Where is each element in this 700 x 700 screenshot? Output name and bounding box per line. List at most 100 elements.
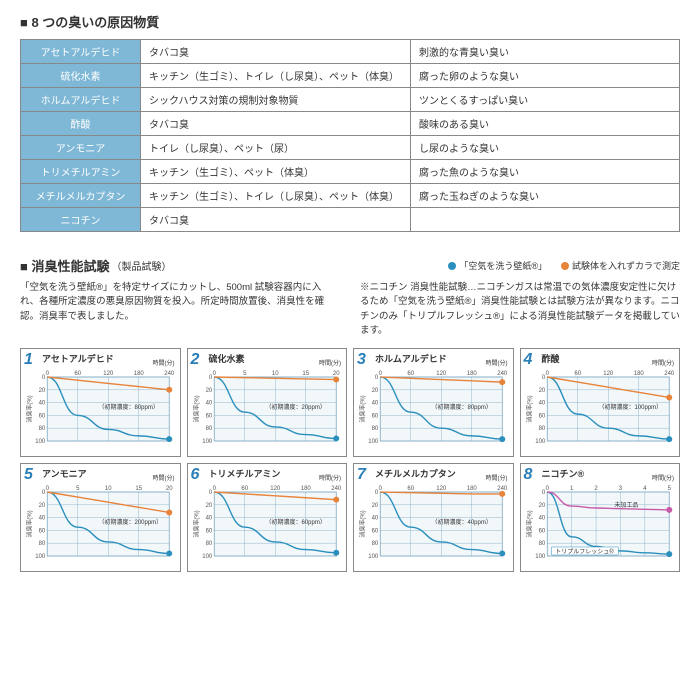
substance-smell: 腐った玉ねぎのような臭い [411, 184, 680, 208]
chart-time-label: 時間(分) [153, 358, 175, 367]
substance-smell: 腐った卵のような臭い [411, 64, 680, 88]
svg-text:0: 0 [46, 486, 50, 492]
chart-number: 2 [191, 351, 200, 369]
chart-svg: 02040608010005101520消臭率(%)（初期濃度：200ppm） [24, 482, 177, 568]
substance-smell [411, 208, 680, 232]
svg-text:60: 60 [205, 413, 212, 419]
chart-cell: 5 アンモニア 時間(分) 02040608010005101520消臭率(%)… [20, 463, 181, 572]
svg-text:60: 60 [538, 413, 545, 419]
chart-label: アンモニア [42, 467, 87, 480]
svg-text:15: 15 [135, 486, 142, 492]
chart-time-label: 時間(分) [486, 358, 508, 367]
perf-description: 「空気を洗う壁紙®」を特定サイズにカットし、500ml 試験容器内に入れ、各種所… [20, 281, 680, 338]
svg-text:180: 180 [467, 371, 478, 377]
svg-text:120: 120 [436, 486, 447, 492]
svg-text:60: 60 [574, 371, 581, 377]
svg-text:消臭率(%): 消臭率(%) [358, 510, 366, 537]
chart-svg: 020406080100060120180240消臭率(%)（初期濃度：40pp… [357, 482, 510, 568]
svg-text:5: 5 [667, 486, 671, 492]
svg-text:20: 20 [372, 388, 379, 394]
svg-text:40: 40 [538, 401, 545, 407]
substance-smell: ツンとくるすっぱい臭い [411, 88, 680, 112]
substance-source: シックハウス対策の規制対象物質 [141, 88, 411, 112]
svg-text:60: 60 [241, 486, 248, 492]
svg-text:40: 40 [372, 401, 379, 407]
chart-label: ホルムアルデヒド [375, 352, 447, 365]
svg-text:20: 20 [538, 503, 545, 509]
svg-text:180: 180 [467, 486, 478, 492]
svg-text:（初期濃度：80ppm）: （初期濃度：80ppm） [431, 403, 491, 411]
svg-text:0: 0 [379, 486, 383, 492]
svg-text:120: 120 [103, 371, 114, 377]
chart-label: トリメチルアミン [209, 467, 281, 480]
substance-name: ニコチン [21, 208, 141, 232]
svg-text:100: 100 [535, 439, 546, 445]
svg-text:100: 100 [35, 439, 46, 445]
substance-source: タバコ臭 [141, 112, 411, 136]
svg-text:0: 0 [379, 371, 383, 377]
svg-text:40: 40 [205, 516, 212, 522]
svg-text:80: 80 [39, 426, 46, 432]
svg-text:80: 80 [372, 541, 379, 547]
chart-number: 5 [24, 466, 33, 484]
svg-text:5: 5 [243, 371, 247, 377]
svg-text:100: 100 [202, 439, 213, 445]
chart-label: 硫化水素 [209, 352, 245, 365]
chart-cell: 8 ニコチン® 時間(分) 020406080100012345消臭率(%)未加… [520, 463, 681, 572]
substance-name: 硫化水素 [21, 64, 141, 88]
chart-number: 7 [357, 466, 366, 484]
chart-time-label: 時間(分) [652, 473, 674, 482]
svg-text:40: 40 [39, 401, 46, 407]
svg-text:40: 40 [39, 516, 46, 522]
svg-text:60: 60 [538, 528, 545, 534]
chart-cell: 6 トリメチルアミン 時間(分) 02040608010006012018024… [187, 463, 348, 572]
svg-text:240: 240 [497, 371, 508, 377]
svg-text:4: 4 [643, 486, 647, 492]
svg-text:60: 60 [407, 486, 414, 492]
svg-text:60: 60 [372, 413, 379, 419]
svg-text:80: 80 [39, 541, 46, 547]
svg-text:40: 40 [538, 516, 545, 522]
legend-dot-blue [448, 262, 456, 270]
svg-text:0: 0 [545, 486, 549, 492]
svg-text:80: 80 [205, 541, 212, 547]
chart-number: 1 [24, 351, 33, 369]
svg-text:消臭率(%): 消臭率(%) [525, 395, 533, 422]
svg-text:100: 100 [368, 554, 379, 560]
substance-source: キッチン（生ゴミ）、トイレ（し尿臭）、ペット（体臭） [141, 184, 411, 208]
svg-text:10: 10 [271, 371, 278, 377]
svg-text:100: 100 [535, 554, 546, 560]
substance-name: ホルムアルデヒド [21, 88, 141, 112]
chart-cell: 4 酢酸 時間(分) 020406080100060120180240消臭率(%… [520, 348, 681, 457]
substance-source: キッチン（生ゴミ）、ペット（体臭） [141, 160, 411, 184]
svg-text:20: 20 [39, 503, 46, 509]
svg-text:0: 0 [46, 371, 50, 377]
svg-text:20: 20 [205, 388, 212, 394]
svg-text:0: 0 [212, 371, 216, 377]
svg-text:消臭率(%): 消臭率(%) [25, 510, 33, 537]
svg-text:240: 240 [664, 371, 675, 377]
chart-label: メチルメルカプタン [375, 467, 456, 480]
svg-text:180: 180 [633, 371, 644, 377]
svg-text:60: 60 [407, 371, 414, 377]
svg-text:（初期濃度：100ppm）: （初期濃度：100ppm） [598, 403, 662, 411]
svg-text:240: 240 [164, 371, 175, 377]
svg-text:80: 80 [372, 426, 379, 432]
chart-number: 6 [191, 466, 200, 484]
legend: 「空気を洗う壁紙®」 試験体を入れずカラで測定 [448, 259, 680, 272]
chart-number: 3 [357, 351, 366, 369]
svg-text:180: 180 [300, 486, 311, 492]
chart-time-label: 時間(分) [319, 358, 341, 367]
svg-text:40: 40 [205, 401, 212, 407]
substance-name: アセトアルデヒド [21, 40, 141, 64]
legend-orange-label: 試験体を入れずカラで測定 [572, 259, 680, 272]
chart-svg: 020406080100060120180240消臭率(%)（初期濃度：80pp… [24, 367, 177, 453]
svg-text:120: 120 [436, 371, 447, 377]
chart-svg: 020406080100060120180240消臭率(%)（初期濃度：100p… [524, 367, 677, 453]
chart-label: ニコチン® [542, 467, 585, 480]
chart-cell: 2 硫化水素 時間(分) 02040608010005101520消臭率(%)（… [187, 348, 348, 457]
chart-time-label: 時間(分) [153, 473, 175, 482]
section2-sub: （製品試験） [111, 258, 171, 273]
substance-name: トリメチルアミン [21, 160, 141, 184]
section2-title: 消臭性能試験 [20, 256, 109, 275]
